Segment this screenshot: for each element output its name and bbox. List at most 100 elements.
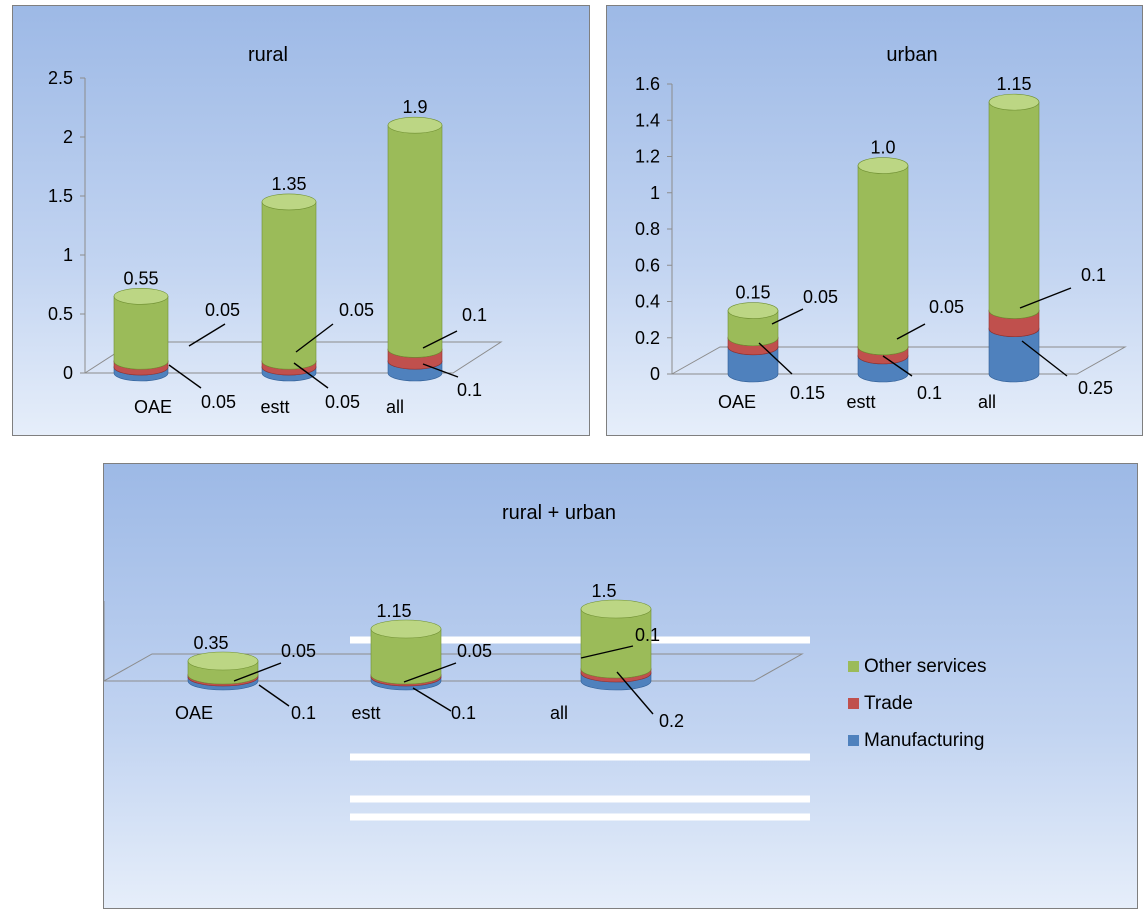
- leader-line: [882, 355, 913, 377]
- bar-other-services-estt: [857, 157, 909, 356]
- cylinder-body: [580, 608, 652, 679]
- leader-line: [616, 671, 654, 715]
- cylinder-top: [857, 157, 909, 174]
- legend-label-manufacturing: Manufacturing: [864, 730, 984, 751]
- leader-line: [188, 323, 226, 347]
- data-label-manufacturing: 0.05: [201, 392, 236, 412]
- data-label-trade: 0.05: [281, 641, 316, 661]
- bar-other-services-all: [580, 599, 652, 679]
- chart-floor: [104, 653, 804, 682]
- bar-other-services-oae: [113, 287, 169, 370]
- data-label-other-services: 1.15: [996, 74, 1031, 94]
- y-tick-label: 0.5: [48, 304, 73, 324]
- y-tick-label: 1.6: [635, 74, 660, 94]
- cylinder-top: [261, 193, 317, 211]
- data-label-trade: 0.1: [1081, 265, 1106, 285]
- cylinder-body: [727, 310, 779, 347]
- bar-other-services-all: [988, 93, 1040, 319]
- y-tick-label: 2.5: [48, 68, 73, 88]
- cylinder-top: [113, 287, 169, 305]
- data-label-trade: 0.05: [457, 641, 492, 661]
- category-label: all: [386, 397, 404, 417]
- y-tick-label: 1.5: [48, 186, 73, 206]
- data-label-manufacturing: 0.05: [325, 392, 360, 412]
- y-tick-label: 1: [63, 245, 73, 265]
- bar-other-services-estt: [370, 619, 442, 685]
- leader-line: [233, 662, 282, 682]
- cylinder-body: [113, 296, 169, 370]
- y-tick-label: 1.2: [635, 147, 660, 167]
- legend-label-trade: Trade: [864, 693, 913, 714]
- category-label: estt: [351, 703, 380, 723]
- bar-other-services-estt: [261, 193, 317, 370]
- leader-line: [896, 323, 926, 340]
- bar-other-services-oae: [187, 651, 259, 685]
- leader-line: [422, 330, 458, 349]
- leader-line: [295, 323, 334, 353]
- y-tick-label: 0.2: [635, 328, 660, 348]
- cylinder-top: [370, 619, 442, 639]
- y-tick-label: 0.4: [635, 292, 660, 312]
- chart-title: rural: [248, 44, 288, 66]
- y-tick-label: 0: [63, 363, 73, 383]
- bar-other-services-oae: [727, 302, 779, 347]
- chart-floor: [670, 346, 1127, 375]
- leader-line: [403, 662, 457, 683]
- data-label-trade: 0.1: [462, 305, 487, 325]
- urban-chart-panel: urban 0 0.2 0.4 0.6 0.8 1 1.2 1.4 1.6 OAE estt all 0.…: [606, 5, 1143, 436]
- category-label: estt: [846, 392, 875, 412]
- leader-line: [1019, 287, 1072, 309]
- data-label-other-services: 0.55: [123, 268, 158, 288]
- data-label-manufacturing: 0.1: [457, 380, 482, 400]
- data-label-other-services: 1.9: [402, 97, 427, 117]
- legend-label-other-services: Other services: [864, 656, 986, 677]
- cylinder-body: [988, 101, 1040, 319]
- rural-chart: rural 0 0.5 1 1.5 2 2.5 OAE estt all 0.55 0.05 0.05 1…: [48, 44, 503, 417]
- y-tick-label: 1: [650, 183, 660, 203]
- y-tick-label: 0: [650, 364, 660, 384]
- leader-line: [258, 684, 290, 707]
- cylinder-top: [387, 116, 443, 134]
- rural-urban-chart-panel: rural + urban00.511.52OAEesttall0.350.05…: [103, 463, 1138, 909]
- y-tick-label: 1.4: [635, 110, 660, 130]
- data-label-manufacturing: 0.2: [659, 711, 684, 731]
- data-label-manufacturing: 0.1: [917, 383, 942, 403]
- legend-swatch-manufacturing: [848, 735, 859, 746]
- data-label-trade: 0.05: [205, 300, 240, 320]
- data-label-trade: 0.05: [803, 287, 838, 307]
- chart-title: urban: [886, 44, 937, 66]
- data-label-other-services: 1.0: [870, 138, 895, 158]
- rural-chart-panel: rural 0 0.5 1 1.5 2 2.5 OAE estt all 0.55 0.05 0.05 1…: [12, 5, 590, 436]
- y-tick-label: 0.8: [635, 219, 660, 239]
- rural-urban-chart: rural + urban00.511.52OAEesttall0.350.05…: [104, 502, 986, 821]
- cylinder-top: [988, 93, 1040, 111]
- leader-line: [293, 362, 329, 389]
- category-label: all: [550, 703, 568, 723]
- category-label: OAE: [175, 703, 213, 723]
- data-label-trade: 0.1: [635, 625, 660, 645]
- data-label-other-services: 0.15: [735, 283, 770, 303]
- y-tick-label: 0.6: [635, 255, 660, 275]
- data-label-manufacturing: 0.1: [291, 703, 316, 723]
- leader-line: [758, 342, 793, 375]
- bar-other-services-all: [387, 116, 443, 358]
- cylinder-top: [187, 651, 259, 671]
- cylinder-body: [370, 628, 442, 685]
- cylinder-body: [988, 328, 1040, 383]
- cylinder-body: [261, 201, 317, 370]
- cylinder-top: [727, 302, 779, 319]
- y-tick-label: 2: [63, 127, 73, 147]
- leader-line: [580, 645, 634, 659]
- urban-chart: urban 0 0.2 0.4 0.6 0.8 1 1.2 1.4 1.6 OAE estt all 0.…: [635, 44, 1127, 412]
- data-label-trade: 0.05: [339, 300, 374, 320]
- cylinder-body: [857, 165, 909, 356]
- data-label-other-services: 0.35: [193, 633, 228, 653]
- data-label-manufacturing: 0.25: [1078, 378, 1113, 398]
- category-label: all: [978, 392, 996, 412]
- cylinder-top: [580, 599, 652, 619]
- category-label: OAE: [134, 397, 172, 417]
- leader-line: [771, 308, 804, 325]
- cylinder-body: [727, 346, 779, 383]
- data-label-other-services: 1.5: [591, 581, 616, 601]
- legend-swatch-other-services: [848, 661, 859, 672]
